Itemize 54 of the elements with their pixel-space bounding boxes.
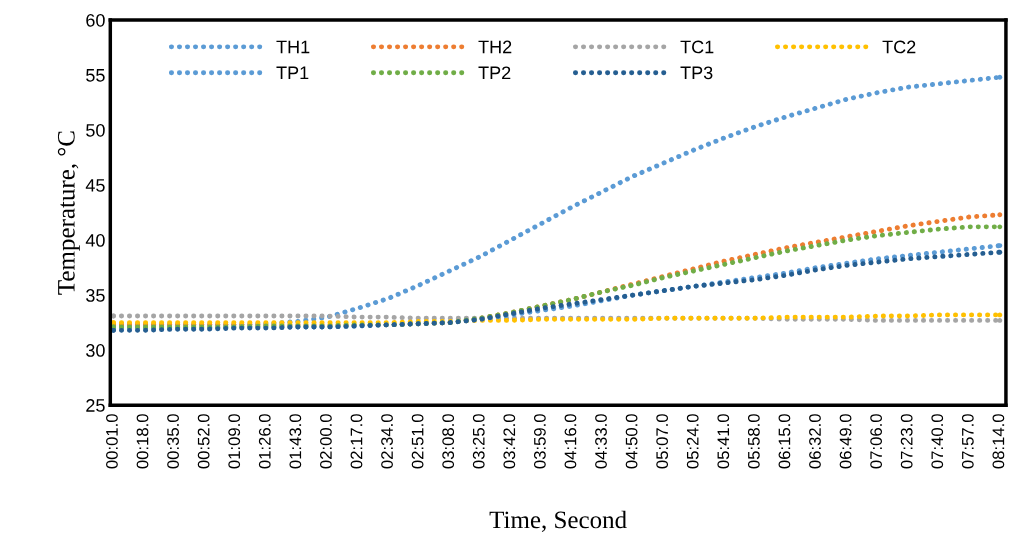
legend-label: TP2 xyxy=(478,66,511,80)
y-tick-label: 60 xyxy=(86,13,105,27)
x-tick-label: 00:01.0 xyxy=(106,414,118,469)
point xyxy=(997,243,1003,249)
x-tick-label: 00:35.0 xyxy=(167,414,179,469)
x-tick-label: 03:59.0 xyxy=(533,414,546,469)
x-tick-label: 07:06.0 xyxy=(870,414,883,469)
x-tick-label: 05:58.0 xyxy=(747,414,760,469)
x-tick-label: 01:09.0 xyxy=(228,414,241,469)
x-tick-label: 06:15.0 xyxy=(778,414,791,469)
x-tick-label: 06:49.0 xyxy=(839,414,852,469)
x-tick-label: 05:41.0 xyxy=(717,414,730,469)
y-tick-label: 25 xyxy=(86,399,105,412)
x-tick-label: 01:43.0 xyxy=(289,414,302,469)
x-tick-label: 05:24.0 xyxy=(686,414,699,469)
x-tick-label: 07:23.0 xyxy=(900,414,913,469)
point xyxy=(997,224,1003,230)
x-tick-label: 02:00.0 xyxy=(320,414,332,469)
y-axis-title: Temperature, °C xyxy=(57,131,80,295)
legend-label: TH1 xyxy=(276,40,310,54)
x-tick-label: 03:42.0 xyxy=(503,414,516,469)
x-tick-label: 07:57.0 xyxy=(961,414,974,469)
x-tick-label: 02:34.0 xyxy=(381,414,393,469)
x-tick-label: 08:14.0 xyxy=(992,414,1005,469)
x-tick-label: 03:08.0 xyxy=(442,414,455,469)
y-tick-label: 40 xyxy=(85,234,105,247)
y-tick-label: 50 xyxy=(86,123,105,137)
x-tick-label: 03:25.0 xyxy=(472,414,485,469)
x-tick-label: 04:16.0 xyxy=(564,414,577,469)
x-tick-label: 02:51.0 xyxy=(411,414,424,469)
point xyxy=(997,317,1003,323)
x-tick-label: 00:52.0 xyxy=(197,414,210,469)
legend-label: TC2 xyxy=(882,40,916,54)
point xyxy=(997,249,1003,255)
x-tick-label: 00:18.0 xyxy=(136,414,149,469)
y-tick-label: 45 xyxy=(85,179,105,192)
y-tick-label: 55 xyxy=(86,69,105,82)
x-tick-label: 07:40.0 xyxy=(931,414,944,469)
legend-label: TC1 xyxy=(680,40,714,54)
point xyxy=(997,212,1003,218)
legend-label: TP3 xyxy=(680,66,713,80)
x-tick-label: 05:07.0 xyxy=(656,414,669,469)
legend-label: TH2 xyxy=(478,40,512,54)
legend-label: TP1 xyxy=(276,66,309,80)
point xyxy=(997,312,1003,318)
y-tick-label: 30 xyxy=(86,344,105,357)
x-tick-label: 01:26.0 xyxy=(258,414,271,469)
x-tick-label: 06:32.0 xyxy=(809,414,821,469)
x-tick-label: 02:17.0 xyxy=(350,414,363,469)
point xyxy=(997,74,1003,80)
x-tick-label: 04:33.0 xyxy=(595,414,607,469)
x-axis-title: Time, Second xyxy=(489,510,627,532)
y-tick-label: 35 xyxy=(86,289,105,302)
x-tick-label: 04:50.0 xyxy=(625,414,638,469)
